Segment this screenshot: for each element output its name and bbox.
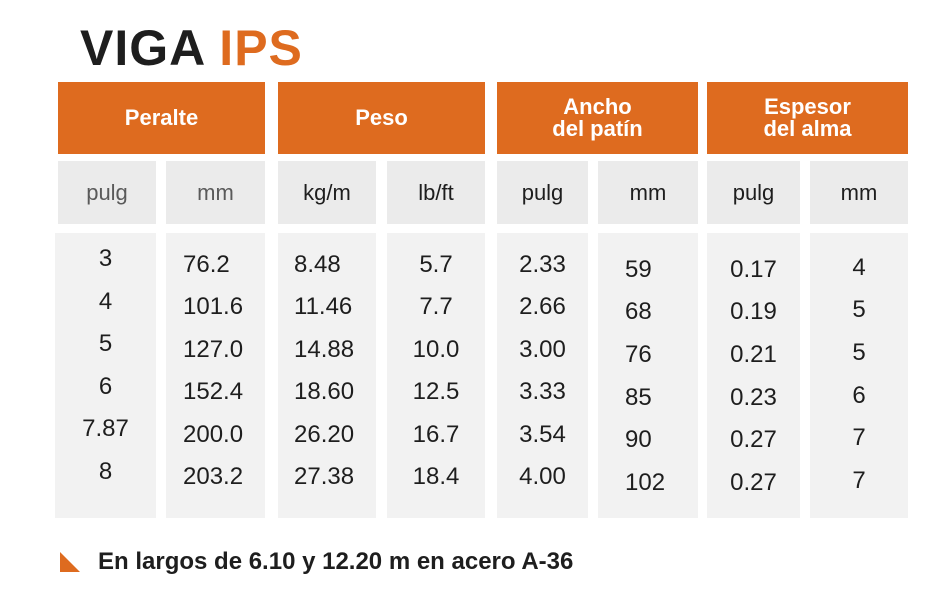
cell: 10.0 [412,336,460,363]
title-main: VIGA [80,20,205,76]
footnote: En largos de 6.10 y 12.20 m en acero A-3… [60,546,573,578]
cell: 7.87 [82,415,129,442]
cell: 101.6 [183,293,244,320]
cell: 3.00 [519,336,566,363]
cell: 26.20 [294,421,355,448]
column-espesor-mm: 4 5 5 6 7 7 [810,233,908,518]
cell: 85 [625,384,652,411]
cell: 3.33 [519,378,566,405]
triangle-bullet-icon [60,552,80,572]
cell: 127.0 [183,336,244,363]
cell: 5 [852,339,866,366]
cell: 0.23 [730,384,777,411]
cell: 8 [98,458,113,485]
cell: 4.00 [519,463,566,490]
column-peso-kgm: 8.48 11.46 14.88 18.60 26.20 27.38 [278,233,376,518]
unit-peso-kgm: kg/m [278,161,376,224]
cell: 2.33 [519,251,566,278]
cell: 3 [98,245,113,272]
title-accent: IPS [219,20,303,76]
column-peso-lbft: 5.7 7.7 10.0 12.5 16.7 18.4 [387,233,485,518]
cell: 59 [625,256,652,283]
unit-peso-lbft: lb/ft [387,161,485,224]
column-peralte-pulg: 3 4 5 6 7.87 8 [55,233,156,518]
header-peso: Peso [278,82,485,154]
cell: 200.0 [183,421,244,448]
unit-ancho-mm: mm [598,161,698,224]
cell: 6 [852,382,866,409]
cell: 102 [625,469,666,496]
unit-peralte-mm: mm [166,161,265,224]
cell: 6 [98,373,113,400]
cell: 12.5 [412,378,460,405]
cell: 3.54 [519,421,566,448]
column-ancho-mm: 59 68 76 85 90 102 [598,233,698,518]
cell: 7 [852,467,866,494]
page-title: VIGA IPS [80,18,303,78]
cell: 7.7 [419,293,453,320]
header-espesor-alma: Espesor del alma [707,82,908,154]
column-ancho-pulg: 2.33 2.66 3.00 3.33 3.54 4.00 [497,233,588,518]
cell: 5 [852,296,866,323]
cell: 18.4 [412,463,460,490]
cell: 4 [98,288,113,315]
cell: 14.88 [294,336,355,363]
column-peralte-mm: 76.2 101.6 127.0 152.4 200.0 203.2 [166,233,265,518]
cell: 5 [98,330,113,357]
cell: 76.2 [183,251,230,278]
column-espesor-pulg: 0.17 0.19 0.21 0.23 0.27 0.27 [707,233,800,518]
cell: 2.66 [519,293,566,320]
cell: 5.7 [419,251,453,278]
cell: 27.38 [294,463,355,490]
unit-peralte-pulg: pulg [58,161,156,224]
cell: 90 [625,426,652,453]
header-peralte: Peralte [58,82,265,154]
footnote-text: En largos de 6.10 y 12.20 m en acero A-3… [98,548,574,575]
cell: 11.46 [294,293,353,320]
cell: 0.21 [730,341,777,368]
cell: 16.7 [412,421,460,448]
cell: 0.27 [730,426,777,453]
unit-espesor-pulg: pulg [707,161,800,224]
cell: 0.27 [730,469,777,496]
cell: 7 [852,424,866,451]
header-ancho-patin: Ancho del patín [497,82,698,154]
cell: 4 [852,254,866,281]
cell: 18.60 [294,378,355,405]
cell: 8.48 [294,251,341,278]
cell: 152.4 [183,378,244,405]
cell: 203.2 [183,463,244,490]
cell: 0.17 [730,256,777,283]
unit-ancho-pulg: pulg [497,161,588,224]
unit-espesor-mm: mm [810,161,908,224]
cell: 0.19 [730,298,777,325]
cell: 76 [625,341,652,368]
cell: 68 [625,298,652,325]
